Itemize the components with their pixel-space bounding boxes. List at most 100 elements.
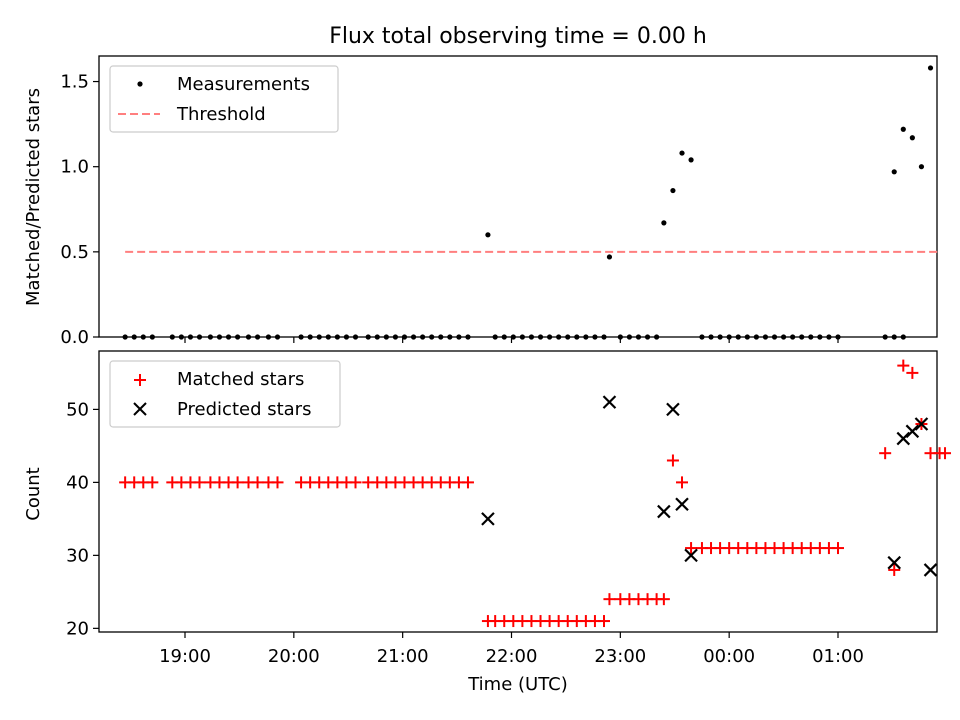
predicted-stars-point (684, 548, 698, 563)
x-tick-label: 23:00 (594, 646, 646, 667)
measurement-point (438, 334, 444, 340)
legend-predicted-label: Predicted stars (177, 399, 311, 420)
matched-stars-point (832, 542, 844, 555)
matched-stars-point (598, 615, 611, 628)
measurement-point (374, 334, 380, 340)
y-tick-label: 1.5 (60, 72, 89, 93)
predicted-stars-point (481, 512, 495, 526)
y-tick-label: 20 (66, 618, 89, 639)
measurement-point (679, 150, 685, 156)
measurement-point (891, 169, 897, 175)
measurement-point (307, 334, 313, 340)
measurement-point (790, 334, 796, 340)
bottom-y-axis: 20 30 40 50 (66, 399, 99, 639)
measurement-point (744, 334, 750, 340)
measurement-point (601, 334, 607, 340)
bottom-legend: Matched stars Predicted stars (109, 360, 341, 428)
measurement-point (762, 334, 769, 340)
matched-stars-point (349, 476, 362, 489)
x-tick-label: 21:00 (377, 646, 429, 667)
legend-predicted-marker (133, 402, 147, 416)
measurement-point (670, 187, 676, 194)
measurement-point (635, 334, 642, 340)
measurement-point (780, 334, 787, 340)
matched-stars-point (685, 542, 698, 555)
measurement-point (456, 334, 462, 340)
measurement-point (235, 334, 241, 340)
measurement-point (900, 126, 906, 132)
measurement-point (688, 157, 694, 163)
measurement-point (245, 334, 252, 340)
top-panel: 0.0 0.5 1.0 1.5 Matched/Predicted stars Mea… (23, 55, 938, 348)
measurement-point (343, 334, 350, 340)
measurement-point (131, 334, 137, 340)
matched-stars-point (657, 593, 670, 606)
y-tick-label: 30 (66, 545, 89, 566)
predicted-stars-point (905, 424, 920, 439)
measurement-point (196, 334, 203, 340)
matched-stars-point (251, 476, 264, 489)
matched-stars-point (603, 593, 616, 606)
measurement-point (817, 334, 823, 340)
measurement-point (365, 334, 371, 340)
measurement-point (891, 334, 897, 340)
measurement-point (565, 334, 571, 340)
bottom-y-axis-label: Count (23, 467, 44, 520)
predicted-stars-point (914, 417, 929, 431)
measurement-point (265, 334, 272, 340)
legend-measurements-label: Measurements (177, 74, 310, 95)
bottom-plot-area (119, 359, 952, 628)
measurement-point (918, 164, 925, 170)
measurement-point (519, 334, 525, 340)
predicted-stars-point (675, 497, 689, 512)
top-plot-frame (98, 55, 938, 338)
measurement-point (216, 334, 223, 340)
measurement-point (316, 334, 322, 340)
measurement-point (556, 334, 562, 340)
matched-stars-point (461, 476, 474, 489)
measurement-point (753, 334, 759, 340)
measurement-point (528, 334, 535, 340)
measurement-point (900, 334, 906, 340)
top-y-axis: 0.0 0.5 1.0 1.5 (60, 72, 99, 348)
measurement-point (909, 135, 915, 141)
bottom-panel: 20 30 40 50 19:00 20:00 21:00 22:00 23:00 00:00 0… (23, 350, 952, 667)
predicted-stars-point (923, 563, 938, 577)
matched-stars-point (271, 476, 284, 489)
predicted-stars-point (666, 402, 680, 417)
measurement-point (708, 334, 714, 340)
measurement-point (140, 334, 146, 340)
chart-title: Flux total observing time = 0.00 h (329, 24, 707, 49)
predicted-stars-point (657, 504, 671, 519)
x-tick-label: 22:00 (486, 646, 538, 667)
y-tick-label: 40 (66, 472, 89, 493)
measurement-point (799, 334, 805, 340)
measurement-point (654, 334, 660, 340)
measurement-point (352, 334, 359, 340)
measurement-point (429, 334, 435, 340)
measurement-point (583, 334, 589, 340)
measurement-point (537, 334, 544, 340)
measurement-point (882, 334, 888, 340)
top-legend-box (109, 65, 339, 133)
measurement-point (149, 334, 155, 340)
top-legend: Measurements Threshold (109, 65, 339, 133)
measurement-point (207, 334, 213, 340)
matched-stars-point (897, 359, 910, 372)
matched-stars-point (193, 476, 206, 489)
x-tick-label: 00:00 (703, 646, 755, 667)
matched-stars-point (939, 447, 952, 460)
matched-stars-point (666, 454, 679, 467)
measurement-point (699, 334, 705, 340)
measurement-point (717, 334, 723, 340)
measurement-point (187, 334, 194, 340)
bottom-x-axis: 19:00 20:00 21:00 22:00 23:00 00:00 01:00 (159, 632, 864, 667)
matched-stars-point (906, 366, 919, 379)
matched-stars-point (231, 476, 244, 489)
measurement-point (225, 334, 232, 340)
measurement-point (771, 334, 778, 340)
measurement-point (169, 334, 175, 340)
x-tick-label: 20:00 (268, 646, 320, 667)
